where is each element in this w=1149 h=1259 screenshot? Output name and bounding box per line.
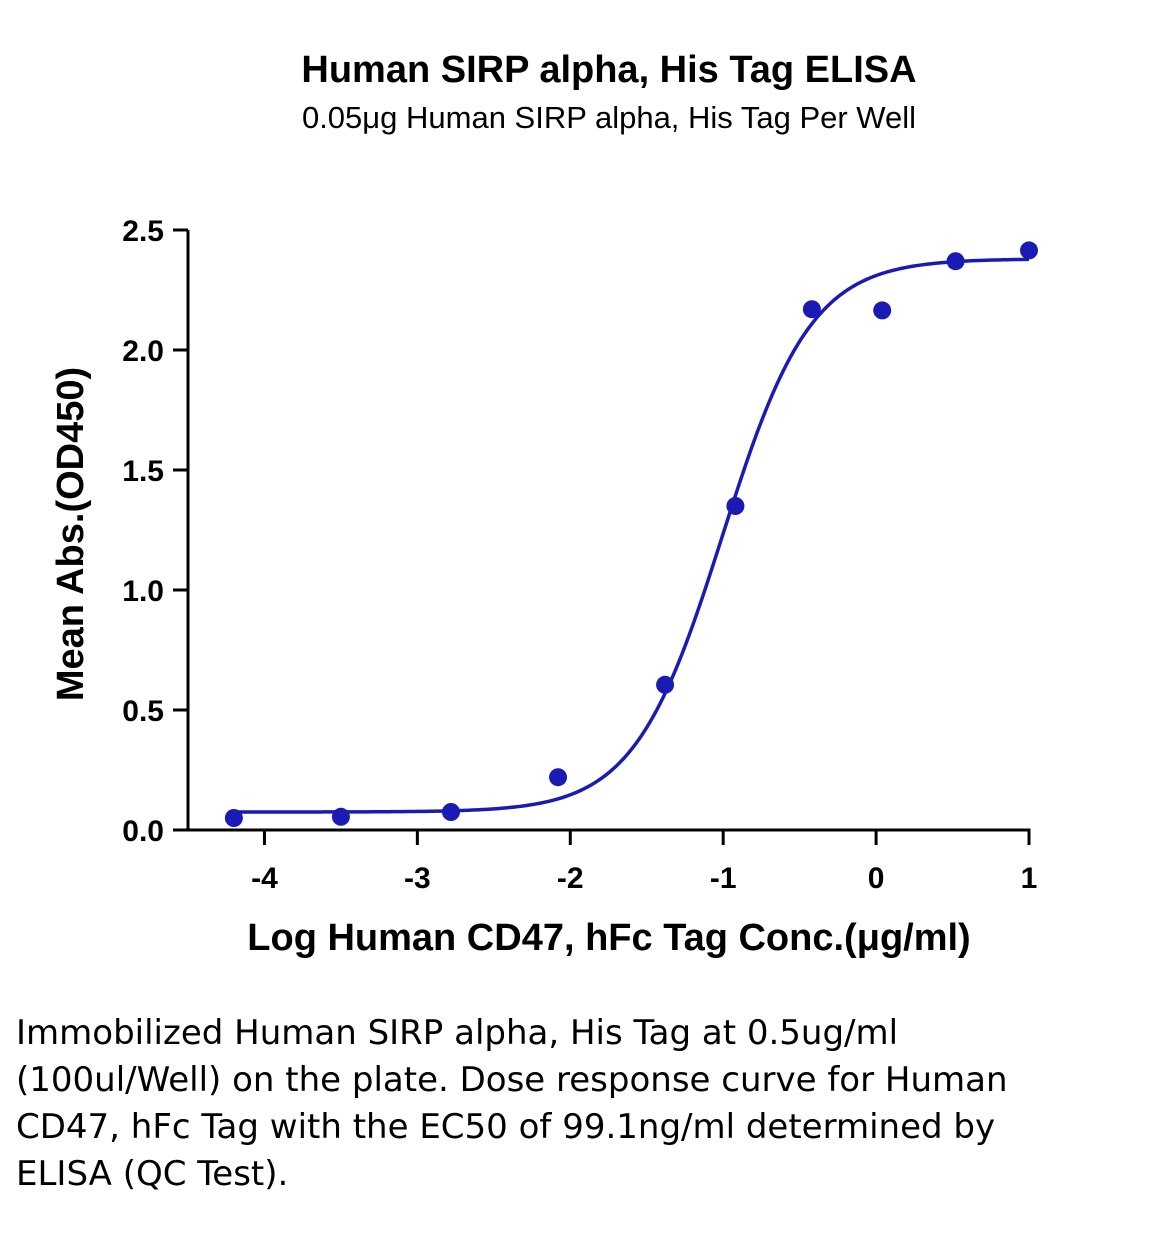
y-tick-label: 1.5 <box>122 455 164 488</box>
x-tick-label: 1 <box>1021 862 1038 895</box>
data-point <box>331 807 350 826</box>
x-tick-label: -3 <box>404 862 431 895</box>
data-point <box>549 768 568 787</box>
y-tick-label: 2.0 <box>122 335 164 368</box>
y-tick-label: 2.5 <box>122 215 164 248</box>
data-point <box>726 497 745 515</box>
chart-subtitle: 0.05μg Human SIRP alpha, His Tag Per Wel… <box>302 100 916 135</box>
y-tick-label: 0.0 <box>122 815 164 848</box>
fit-curve <box>233 257 1030 814</box>
x-tick-label: -2 <box>557 862 584 895</box>
x-tick-label: -4 <box>251 862 278 895</box>
data-point <box>873 301 892 320</box>
data-points <box>224 241 1038 827</box>
x-axis-label: Log Human CD47, hFc Tag Conc.(μg/ml) <box>247 917 970 959</box>
axes <box>173 230 1031 832</box>
data-point <box>802 300 821 319</box>
x-tick-label: -1 <box>710 862 737 895</box>
y-axis-ticks: 0.0 0.5 1.0 1.5 2.0 2.5 <box>122 215 188 848</box>
data-point <box>1020 241 1038 260</box>
y-tick-label: 1.0 <box>122 575 164 608</box>
data-point <box>224 809 243 827</box>
x-tick-label: 0 <box>868 862 885 895</box>
data-point <box>656 675 675 694</box>
caption: Immobilized Human SIRP alpha, His Tag at… <box>16 1013 1008 1194</box>
chart: Human SIRP alpha, His Tag ELISA 0.05μg H… <box>50 49 1038 959</box>
data-point <box>442 803 461 821</box>
data-point <box>946 252 965 271</box>
y-tick-label: 0.5 <box>122 695 164 728</box>
chart-title: Human SIRP alpha, His Tag ELISA <box>301 49 916 91</box>
x-axis-ticks: -4 -3 -2 -1 0 1 <box>251 830 1037 895</box>
y-axis-label: Mean Abs.(OD450) <box>50 367 92 701</box>
